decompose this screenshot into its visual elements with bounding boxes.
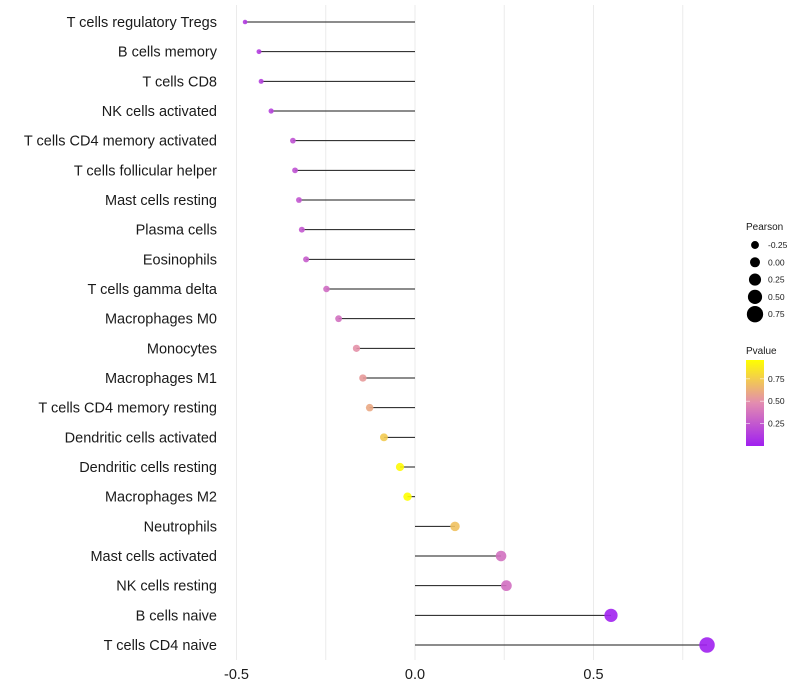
y-axis-label: Dendritic cells activated: [65, 430, 217, 446]
x-axis-ticks: -0.5 0.0 0.5: [224, 667, 604, 683]
pvalue-legend-label: 0.75: [768, 374, 785, 384]
y-axis-labels: T cells regulatory Tregs B cells memory T …: [24, 15, 218, 654]
y-axis-label: T cells CD4 memory activated: [24, 134, 217, 150]
pearson-legend-label: 0.00: [768, 257, 785, 267]
lollipop-point: [403, 492, 412, 501]
pearson-legend-title: Pearson: [746, 222, 783, 233]
y-axis-label: T cells gamma delta: [88, 282, 218, 298]
y-axis-label: NK cells resting: [116, 579, 217, 595]
y-axis-label: Macrophages M0: [105, 312, 217, 328]
pearson-legend-key: [747, 289, 763, 304]
lollipop-point: [296, 197, 302, 203]
x-tick-label: 0.0: [405, 667, 425, 683]
lollipop-point: [365, 403, 374, 412]
y-axis-label: Mast cells resting: [105, 193, 217, 209]
lollipop-stems: [245, 21, 708, 646]
lollipop-point: [290, 137, 296, 144]
y-axis-label: Dendritic cells resting: [79, 460, 217, 476]
y-axis-label: B cells memory: [118, 45, 218, 61]
y-axis-label: Neutrophils: [144, 519, 217, 535]
pearson-legend-label: 0.75: [768, 309, 785, 319]
lollipop-point: [292, 167, 298, 174]
pearson-legend-key: [746, 306, 764, 323]
lollipop-point: [352, 344, 361, 352]
pearson-legend-label: 0.50: [768, 292, 785, 302]
y-axis-label: T cells CD4 naive: [104, 638, 217, 654]
y-axis-label: Monocytes: [147, 341, 217, 357]
lollipop-point: [501, 580, 512, 592]
pearson-legend-label: -0.25: [768, 240, 788, 250]
y-axis-label: NK cells activated: [102, 104, 217, 120]
lollipop-point: [256, 49, 262, 55]
lollipop-point: [380, 433, 388, 442]
pearson-legend-label: 0.25: [768, 275, 785, 285]
lollipop-point: [242, 19, 248, 25]
lollipop-point: [303, 256, 310, 263]
lollipop-point: [258, 78, 264, 84]
pvalue-legend-title: Pvalue: [746, 346, 777, 357]
pearson-legend-key: [750, 257, 760, 268]
lollipop-point: [335, 315, 343, 323]
lollipop-point: [359, 374, 367, 382]
lollipop-point: [268, 108, 274, 114]
lollipop-point: [450, 521, 460, 532]
lollipop-point: [395, 462, 405, 472]
y-axis-label: B cells naive: [136, 608, 217, 624]
lollipop-point: [495, 550, 507, 562]
pvalue-legend-label: 0.50: [768, 396, 785, 406]
pearson-legend-key: [748, 273, 762, 286]
x-tick-label: -0.5: [224, 667, 249, 683]
lollipop-point: [604, 608, 618, 622]
y-axis-label: Eosinophils: [143, 252, 217, 268]
lollipop-point: [298, 226, 305, 233]
y-axis-label: Plasma cells: [136, 223, 217, 239]
lollipop-point: [323, 285, 330, 293]
lollipop-points: [242, 19, 715, 653]
y-axis-label: Macrophages M2: [105, 490, 217, 506]
pvalue-colorbar: [746, 360, 764, 446]
y-axis-label: T cells follicular helper: [74, 163, 217, 179]
grid-lines: [236, 5, 684, 660]
y-axis-label: Mast cells activated: [90, 549, 217, 565]
y-axis-label: Macrophages M1: [105, 371, 217, 387]
x-tick-label: 0.5: [583, 667, 603, 683]
pvalue-legend-label: 0.25: [768, 419, 785, 429]
pvalue-color-legend: Pvalue 0.25 0.50 0.75: [746, 346, 785, 446]
y-axis-label: T cells CD8: [142, 74, 217, 90]
lollipop-point: [699, 637, 715, 653]
pearson-legend-key: [751, 241, 759, 249]
pearson-size-legend: Pearson -0.25 0.00 0.25 0.50 0.75: [746, 222, 788, 323]
y-axis-label: T cells regulatory Tregs: [67, 15, 217, 31]
y-axis-label: T cells CD4 memory resting: [38, 401, 217, 417]
